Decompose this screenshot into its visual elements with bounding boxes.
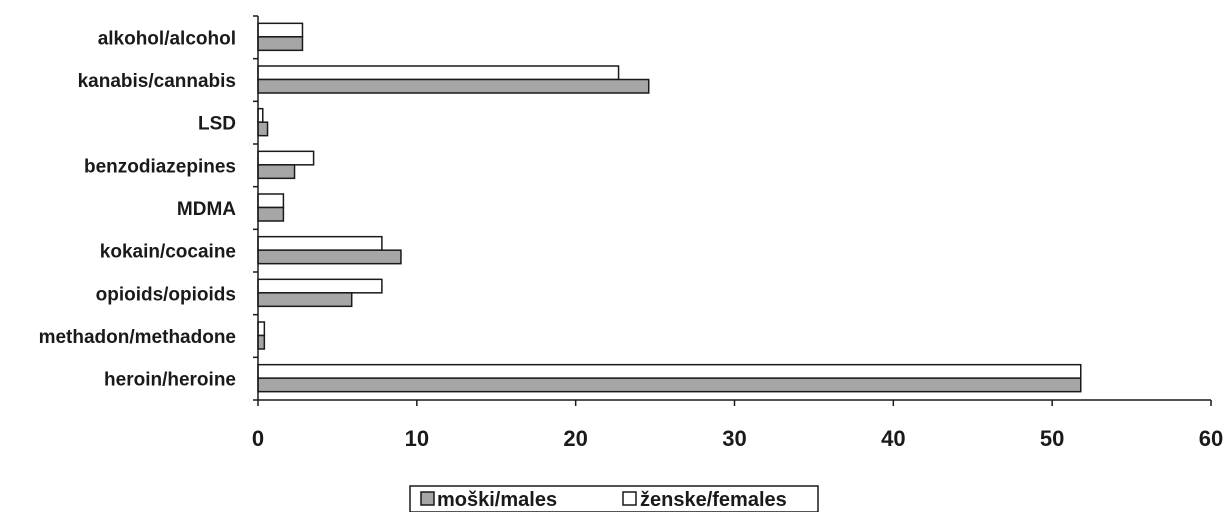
x-tick-label: 40 [881, 426, 905, 451]
legend-box [409, 485, 819, 512]
category-label: benzodiazepines [84, 156, 236, 177]
bar-females [257, 235, 383, 251]
category-label: opioids/opioids [96, 284, 236, 305]
bar-males [257, 78, 650, 94]
x-tick-label: 60 [1199, 426, 1223, 451]
category-label: kanabis/cannabis [78, 71, 236, 92]
category-label: LSD [198, 114, 236, 135]
bar-males [257, 377, 1082, 393]
bar-males [257, 334, 266, 350]
bars-group [257, 22, 1082, 393]
legend-label-males: moški/males [437, 489, 557, 511]
legend-swatch-females [622, 491, 637, 506]
bar-males [257, 249, 402, 265]
bar-females [257, 150, 315, 166]
category-label: heroin/heroine [104, 370, 236, 391]
bar-females [257, 321, 266, 337]
x-tick-label: 10 [405, 426, 429, 451]
category-label: MDMA [177, 199, 236, 220]
x-tick-label: 0 [252, 426, 264, 451]
bar-males [257, 164, 296, 180]
category-label: kokain/cocaine [100, 242, 236, 263]
bar-females [257, 278, 383, 294]
bar-females [257, 22, 304, 38]
x-tick-label: 30 [722, 426, 746, 451]
x-tick-label: 20 [563, 426, 587, 451]
bar-females [257, 193, 285, 209]
bar-males [257, 36, 304, 52]
x-tick-label: 50 [1040, 426, 1064, 451]
axes-group [253, 15, 1212, 406]
labels-group: alkohol/alcohol kanabis/cannabis LSD benzod… [39, 28, 1224, 451]
bar-males [257, 292, 353, 308]
category-label: alkohol/alcohol [98, 28, 236, 49]
bar-females [257, 65, 620, 81]
bar-females [257, 363, 1082, 379]
legend: moški/males ženske/females [409, 485, 819, 512]
legend-swatch-males [420, 491, 435, 506]
legend-label-females: ženske/females [640, 489, 787, 511]
bar-males [257, 121, 269, 137]
bar-males [257, 206, 285, 222]
category-label: methadon/methadone [39, 327, 236, 348]
